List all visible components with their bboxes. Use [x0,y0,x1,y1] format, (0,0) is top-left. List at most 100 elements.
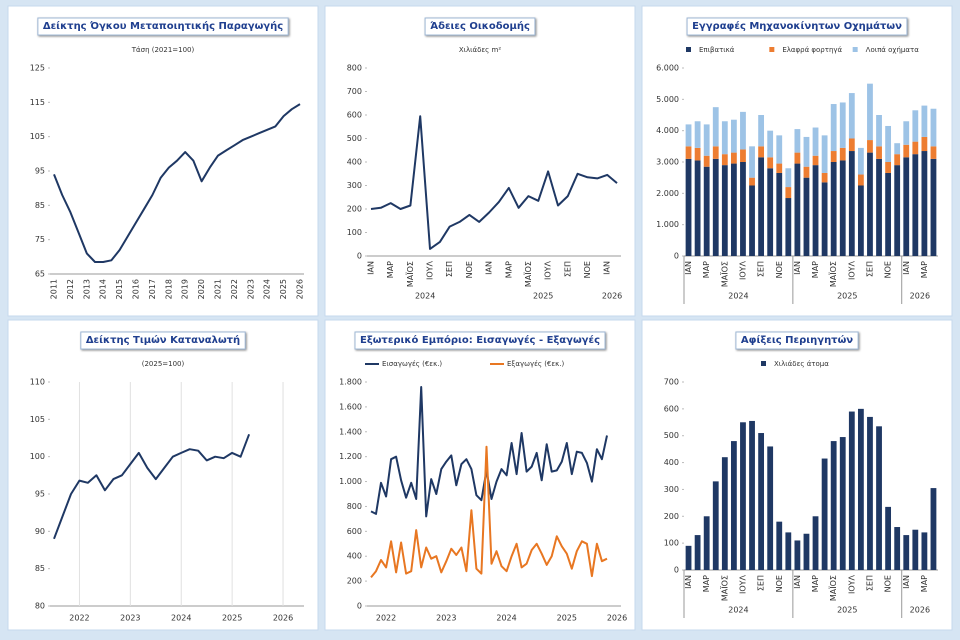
y-tick-label: 300 [664,485,679,494]
bar-segment [776,521,783,570]
y-tick-label: 1.600 [339,402,362,411]
y-tick-label: 600 [664,404,679,413]
chart-title: Εξωτερικό Εμπόριο: Εισαγωγές - Εξαγωγές [360,334,600,346]
x-tick-label: 2023 [120,614,140,623]
bar-segment [730,163,737,256]
bar-segment [758,115,765,147]
panel: Εξωτερικό Εμπόριο: Εισαγωγές - Εξαγωγές Ε… [324,319,636,631]
y-tick-label: 95 [35,167,45,176]
y-tick-label: 95 [35,490,45,499]
bar-segment [903,144,910,158]
legend-swatch [761,361,766,366]
y-tick-label: 1.800 [339,378,362,387]
x-tick-label: ΣΕΠ [445,261,454,277]
bar-segment [876,146,882,159]
y-tick-label: 0 [357,252,362,261]
bar-segment [785,532,792,570]
y-tick-label: 105 [30,415,45,424]
bar-segment [930,488,937,570]
bar-segment [749,420,755,570]
bar-segment [730,441,737,570]
bar-segment [912,529,919,570]
y-tick-label: 1.000 [339,477,362,486]
bar-segment [703,516,710,570]
x-tick-label: ΜΑΡ [702,575,711,592]
bar-segment [721,121,728,155]
bar-segment [794,152,801,164]
legend-label: Ελαφρά φορτηγά [782,46,842,54]
bar-segment [758,433,765,570]
title-box [424,17,536,36]
bar-segment [694,160,701,256]
bar-segment [794,163,801,256]
bar-segment [740,422,746,570]
bar-segment [730,152,737,164]
bar-segment [749,177,755,186]
subtitle: (2025=100) [142,360,185,368]
title-box [37,17,289,36]
y-tick-label: 110 [30,378,45,387]
bar-segment [749,146,755,178]
line-series [53,433,251,540]
bar-segment [776,172,783,256]
line-series [53,103,301,263]
panel-bg [324,319,636,631]
x-tick-label: 2022 [376,614,396,623]
bar-segment [857,147,864,175]
bar-segment [685,158,692,256]
bar-segment [721,154,728,166]
bar-segment [876,158,882,256]
y-tick-label: 80 [35,602,45,611]
bar-segment [685,545,692,570]
x-tick-label: ΣΕΠ [865,575,874,591]
bar-segment [812,165,819,256]
bar-segment [830,104,837,152]
x-tick-label: 2026 [273,614,293,623]
bar-segment [839,437,846,570]
bar-segment [885,162,892,173]
bar-segment [912,141,919,155]
bar-segment [767,157,774,169]
y-tick-label: 2.000 [656,189,679,198]
bar-segment [894,154,901,166]
bar-segment [794,540,801,570]
y-tick-label: 105 [30,132,45,141]
bar-segment [812,155,819,166]
bar-segment [794,129,801,153]
x-tick-label: ΙΟΥΛ [426,260,435,280]
group-label: 2024 [728,606,748,615]
bar-segment [721,457,728,570]
x-tick-label: ΜΑΪΟΣ [828,575,838,601]
bar-segment [812,516,819,570]
bar-segment [903,121,910,145]
bar-segment [885,506,892,570]
panel: Δείκτης Όγκου Μεταποιητικής Παραγωγής Τάσ… [7,5,319,317]
bar-segment [848,411,855,570]
x-tick-label: ΜΑΡ [386,261,395,278]
x-tick-label: ΙΟΥΛ [544,260,553,280]
bar-segment [703,155,710,167]
bar-segment [803,177,810,256]
bar-segment [930,146,937,159]
bar-segment [830,162,837,256]
y-tick-label: 4.000 [656,126,679,135]
x-tick-label: ΙΟΥΛ [738,574,747,594]
group-label: 2026 [910,292,930,301]
bar-segment [876,426,882,570]
x-tick-label: 2011 [50,279,59,299]
bar-segment [767,446,774,570]
bar-segment [867,83,873,141]
x-tick-label: ΜΑΪΟΣ [719,575,729,601]
x-tick-label: ΝΟΕ [583,261,592,278]
y-tick-label: 0 [357,602,362,611]
group-label: 2024 [728,292,748,301]
x-tick-label: 2021 [214,279,223,299]
bar-segment [712,158,719,256]
bar-segment [812,127,819,156]
subtitle: Χιλιάδες m² [459,46,502,54]
y-tick-label: 700 [664,378,679,387]
x-tick-label: ΜΑΪΟΣ [523,261,533,287]
bar-segment [694,121,701,148]
bar-segment [839,160,846,256]
bar-segment [712,146,719,159]
